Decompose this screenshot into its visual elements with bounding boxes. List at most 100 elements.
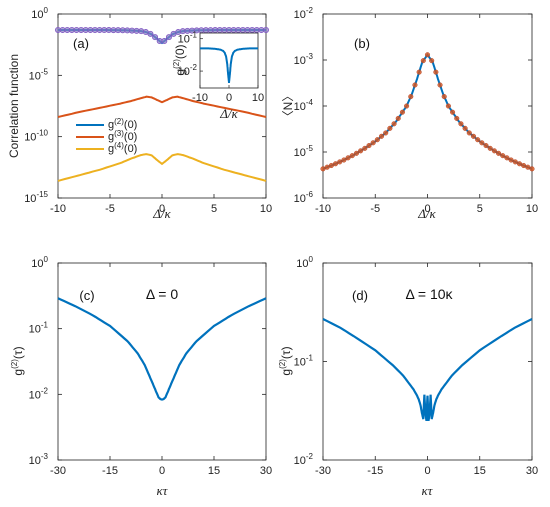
a-inset-xtick-label-0: -10 [192,92,208,104]
a-inset-ytick-label-1: 10-2 [178,63,198,78]
b-marker-26 [429,58,435,64]
b-xtick-label-4: 10 [526,203,538,215]
a-series-g3 [57,95,267,118]
a-legend-g-2: g [108,143,114,155]
d-xtick-label-0: -30 [315,465,331,477]
a-xlabel: Δ/κ [152,206,171,221]
c-ytick-label-1: 10-1 [29,321,49,336]
a-ytick-label-0: 100 [31,6,48,21]
b-marker-27 [433,69,439,75]
d-ytick-label-0-base: 10 [296,258,308,270]
c-xtick-label-1: -15 [102,465,118,477]
c-xtick-label-2: 0 [159,465,165,477]
c-ytick-label-2-base: 10 [29,389,41,401]
a-inset-xtick-label-2: 10 [252,92,264,104]
a-inset-xlabel: Δ/κ [219,106,238,121]
b-marker-3 [332,161,339,167]
b-ytick-label-4-base: 10 [294,193,306,205]
c-ylabel-tail: (τ) [11,346,25,359]
c-ylabel-sup: (2) [10,359,19,369]
b-xtick-label-2: 0 [424,203,430,215]
b-ytick-label-0-exp: -2 [306,6,314,15]
a-inset-ylabel-sup: (2) [172,59,181,69]
a-marker-23 [161,38,168,45]
b-marker-32 [454,115,460,121]
a-ytick-label-3-exp: -15 [36,190,48,199]
d-ylabel-main: g [279,369,293,376]
b-ytick-label-2-exp: -4 [306,98,314,107]
b-marker-5 [341,157,347,163]
d-xtick-label-3: 15 [474,465,486,477]
c-ytick-label-0-exp: 0 [44,255,49,264]
a-legend-sup-2: (4) [114,141,124,150]
b-marker-16 [387,125,393,131]
b-marker-48 [521,162,527,169]
b-marker-14 [378,133,385,139]
a-marker-20 [147,30,154,37]
a-xtick-label-4: 10 [260,203,272,215]
b-marker-31 [450,109,456,115]
a-marker-24 [165,34,172,41]
c-ytick-label-3-base: 10 [29,455,41,467]
a-ytick-label-2: 10-10 [24,129,48,144]
b-marker-42 [496,150,502,156]
a-xtick-label-1: -5 [105,203,115,215]
d-ylabel-tail: (τ) [279,346,293,359]
d-ytick-label-0-exp: 0 [309,255,314,264]
b-marker-20 [404,103,410,109]
d-xtick-label-2: 0 [424,465,430,477]
b-marker-45 [508,157,514,163]
b-marker-39 [483,143,489,149]
a-ytick-label-1: 10-5 [29,67,49,82]
d-panel-label: (d) [352,288,368,303]
b-marker-8 [353,150,359,156]
a-panel-label: (a) [73,36,89,51]
a-legend: g(2)(0)g(3)(0)g(4)(0) [76,117,137,155]
d-ytick-label-1-base: 10 [294,357,306,369]
c-xtick-label-3: 15 [208,465,220,477]
b-marker-17 [391,121,397,127]
c-ytick-label-2-exp: -2 [41,386,49,395]
b-marker-34 [462,125,468,131]
a-inset-series [200,47,258,83]
a-inset-ytick-label-0: 10-1 [178,31,198,46]
a-legend-label-1: g(3)(0) [108,129,137,143]
a-legend-tail-1: (0) [124,131,137,143]
b-xtick-label-3: 5 [477,203,483,215]
b-marker-50 [529,166,535,172]
b-marker-13 [374,137,380,143]
b-marker-37 [475,137,481,143]
b-marker-24 [420,58,426,64]
b-ytick-label-0: 10-2 [294,6,314,21]
b-marker-1 [324,164,330,170]
a-legend-tail-2: (0) [124,143,137,155]
b-ytick-label-4: 10-6 [294,190,314,205]
d-ytick-label-2: 10-2 [294,452,314,467]
b-marker-46 [512,159,518,165]
d-ytick-label-2-base: 10 [294,455,306,467]
d-ytick-label-2-exp: -2 [306,452,314,461]
a-inset-xtick-label-1: 0 [226,92,232,104]
c-ylabel: g(2)(τ) [10,346,25,375]
b-marker-40 [487,145,493,151]
b-ytick-label-1-base: 10 [294,55,306,67]
b-marker-6 [345,155,351,161]
panel-a: -10 -5 0 5 1010010-510-1010-15(a)Δ/κCorrelat… [7,6,272,221]
b-marker-9 [358,148,364,154]
a-ytick-label-2-exp: -10 [36,129,48,138]
a-inset-ytick-label-0-base: 10 [178,34,190,46]
a-ytick-label-0-base: 10 [31,9,43,21]
b-xtick-label-1: -5 [370,203,380,215]
b-marker-28 [437,82,443,88]
c-ytick-label-2: 10-2 [29,386,49,401]
b-marker-36 [470,133,477,139]
b-ytick-label-3-exp: -5 [306,144,314,153]
a-xtick-label-2: 0 [159,203,165,215]
b-marker-12 [370,140,376,146]
b-ytick-label-4-exp: -6 [306,190,314,199]
b-marker-30 [445,103,451,109]
c-panel-label: (c) [79,288,94,303]
